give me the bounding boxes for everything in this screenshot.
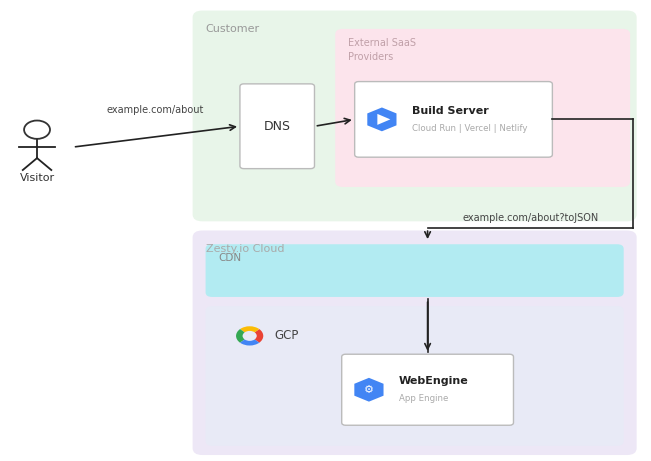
Text: example.com/about?toJSON: example.com/about?toJSON — [462, 213, 599, 223]
Text: DNS: DNS — [264, 120, 291, 133]
FancyBboxPatch shape — [355, 82, 553, 157]
Text: Zesty.io Cloud: Zesty.io Cloud — [206, 244, 284, 254]
Text: Visitor: Visitor — [20, 173, 55, 183]
Wedge shape — [240, 326, 259, 332]
Polygon shape — [367, 107, 396, 131]
Text: ⚙: ⚙ — [364, 385, 374, 395]
Text: Cloud Run | Vercel | Netlify: Cloud Run | Vercel | Netlify — [411, 124, 527, 133]
FancyBboxPatch shape — [206, 306, 624, 446]
Polygon shape — [378, 114, 391, 125]
Text: App Engine: App Engine — [399, 395, 448, 403]
Text: WebEngine: WebEngine — [399, 377, 469, 386]
FancyBboxPatch shape — [240, 84, 314, 169]
Wedge shape — [236, 329, 245, 343]
FancyBboxPatch shape — [206, 244, 624, 297]
FancyBboxPatch shape — [335, 29, 630, 187]
Text: Customer: Customer — [206, 24, 260, 34]
FancyBboxPatch shape — [193, 230, 637, 455]
Text: Build Server: Build Server — [411, 106, 488, 116]
Polygon shape — [354, 378, 383, 402]
Wedge shape — [255, 329, 263, 343]
FancyBboxPatch shape — [342, 354, 514, 425]
Wedge shape — [240, 339, 259, 345]
Text: example.com/about: example.com/about — [106, 105, 203, 115]
Text: External SaaS
Providers: External SaaS Providers — [348, 38, 416, 62]
FancyBboxPatch shape — [193, 11, 637, 221]
Text: GCP: GCP — [274, 330, 299, 343]
Text: CDN: CDN — [219, 254, 242, 263]
